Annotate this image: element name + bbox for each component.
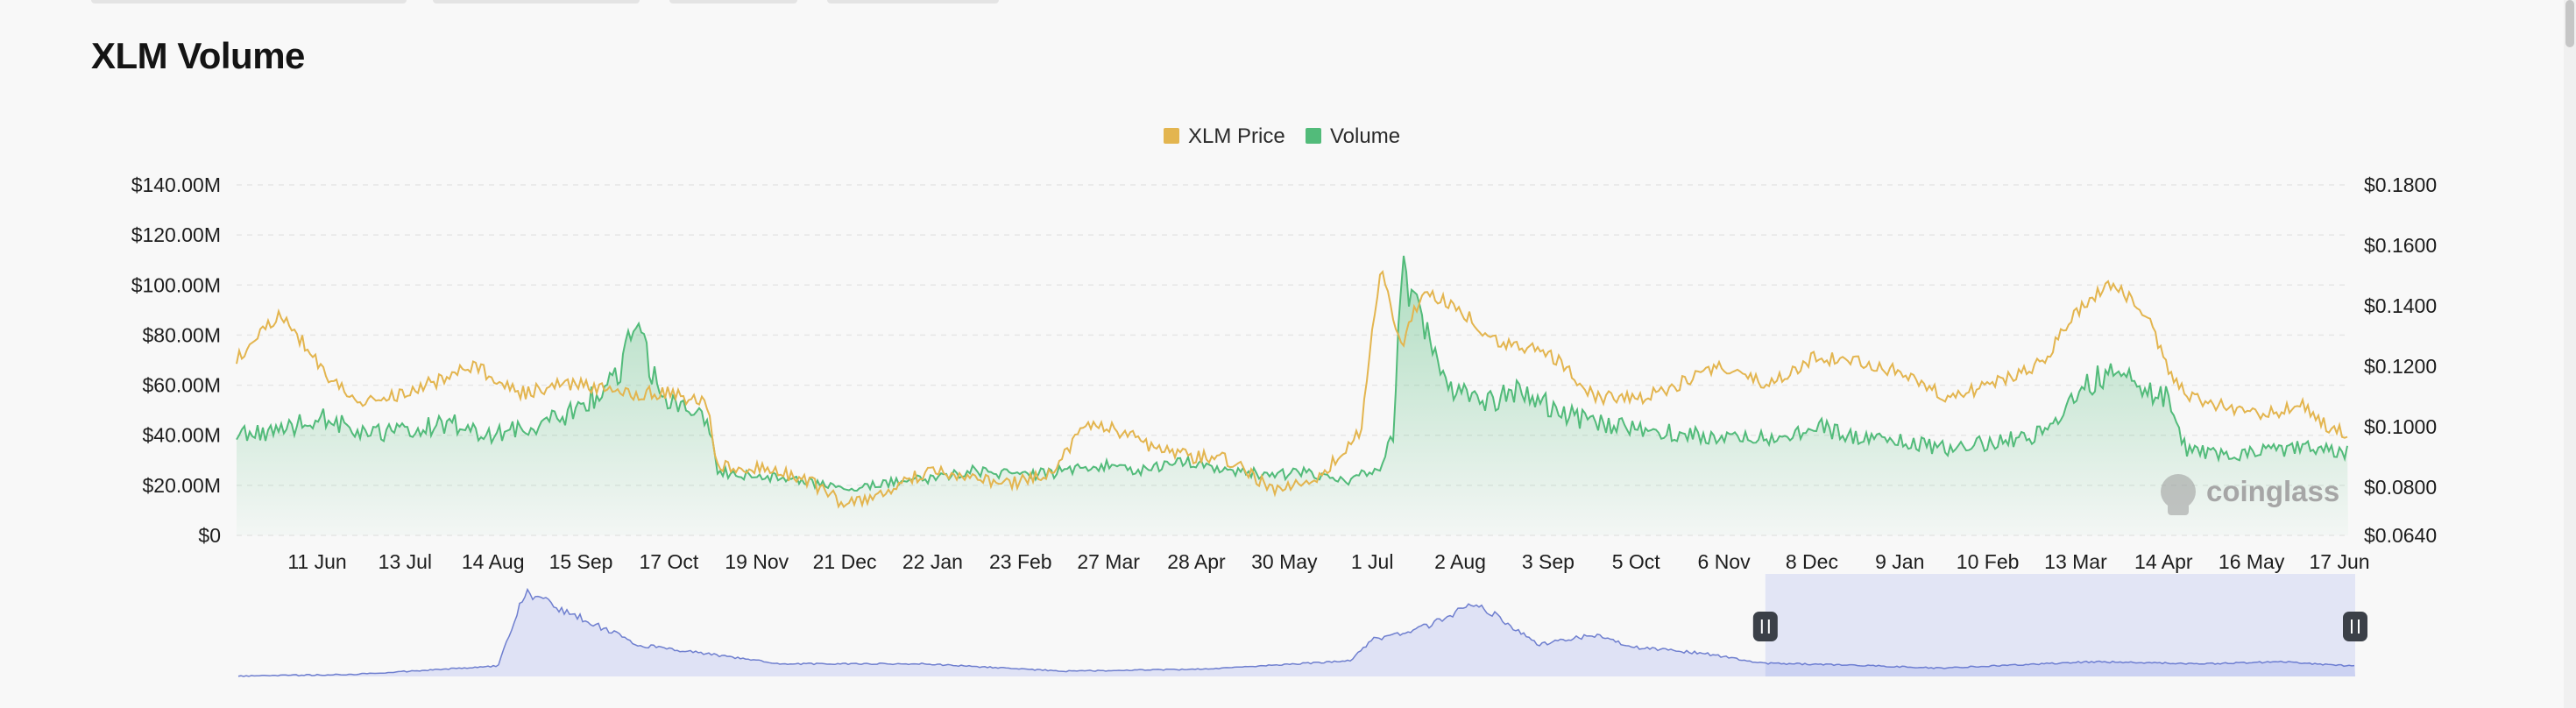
legend-item-xlm-price[interactable]: XLM Price xyxy=(1164,124,1285,148)
navigator-series-fill xyxy=(238,589,2355,676)
watermark-text: coinglass xyxy=(2206,475,2339,507)
legend-swatch xyxy=(1306,128,1321,144)
y-right-tick-label: $0.1800 xyxy=(2364,173,2437,196)
watermark-logo-head xyxy=(2161,474,2196,509)
watermark-logo-body xyxy=(2168,503,2189,515)
y-axis-right: $0.0640 $0.0800 $0.1000 $0.1200 $0.1400 $0.16… xyxy=(2364,173,2437,547)
y-right-tick-label: $0.1600 xyxy=(2364,234,2437,257)
series-area xyxy=(236,255,2348,535)
x-tick-label: 21 Dec xyxy=(813,550,877,573)
x-tick-label: 17 Jun xyxy=(2309,550,2369,573)
y-right-tick-label: $0.0640 xyxy=(2364,524,2437,547)
x-tick-label: 14 Apr xyxy=(2134,550,2193,573)
x-tick-label: 30 May xyxy=(1251,550,1318,573)
range-navigator[interactable] xyxy=(237,574,2367,677)
x-tick-label: 9 Jan xyxy=(1875,550,1924,573)
x-tick-label: 16 May xyxy=(2219,550,2285,573)
x-tick-label: 19 Nov xyxy=(725,550,789,573)
y-right-tick-label: $0.1400 xyxy=(2364,294,2437,317)
legend-label: Volume xyxy=(1330,124,1400,148)
price-series-line xyxy=(236,269,2348,509)
y-right-tick-label: $0.0800 xyxy=(2364,476,2437,499)
x-tick-label: 5 Oct xyxy=(1612,550,1661,573)
chart-legend[interactable]: XLM Price Volume xyxy=(1164,124,1400,148)
x-tick-label: 11 Jun xyxy=(287,550,346,573)
x-tick-label: 17 Oct xyxy=(640,550,699,573)
handle-body xyxy=(2343,612,2367,641)
x-tick-label: 8 Dec xyxy=(1786,550,1838,573)
navigator-series-line xyxy=(237,587,2355,677)
y-left-tick-label: $140.00M xyxy=(131,173,221,196)
top-tab-1[interactable] xyxy=(91,0,407,4)
y-left-tick-label: $40.00M xyxy=(142,424,221,447)
volume-series-line xyxy=(236,255,2348,492)
y-right-tick-label: $0.1000 xyxy=(2364,415,2437,438)
coinglass-logo-icon xyxy=(2161,474,2196,515)
x-tick-label: 2 Aug xyxy=(1434,550,1486,573)
x-tick-label: 13 Jul xyxy=(379,550,432,573)
y-left-tick-label: $0 xyxy=(198,524,221,547)
navigator-handle-left[interactable] xyxy=(1752,612,1778,641)
x-tick-label: 23 Feb xyxy=(989,550,1052,573)
y-left-tick-label: $60.00M xyxy=(142,374,221,397)
y-right-tick-label: $0.1200 xyxy=(2364,355,2437,378)
top-tab-2[interactable] xyxy=(433,0,640,4)
legend-item-volume[interactable]: Volume xyxy=(1306,124,1400,148)
top-tab-3[interactable] xyxy=(669,0,797,4)
x-tick-label: 22 Jan xyxy=(902,550,963,573)
y-left-tick-label: $20.00M xyxy=(142,474,221,497)
x-tick-label: 14 Aug xyxy=(462,550,525,573)
x-tick-label: 27 Mar xyxy=(1077,550,1140,573)
x-tick-label: 3 Sep xyxy=(1522,550,1575,573)
scrollbar-thumb[interactable] xyxy=(2565,0,2574,47)
x-tick-label: 6 Nov xyxy=(1698,550,1752,573)
watermark: coinglass xyxy=(2161,474,2339,515)
navigator-selected-range[interactable] xyxy=(1765,574,2355,676)
navigator-handle-right[interactable] xyxy=(2343,612,2367,641)
x-tick-label: 15 Sep xyxy=(549,550,613,573)
y-axis-left: $0 $20.00M $40.00M $60.00M $80.00M $100.00M $1… xyxy=(131,173,221,547)
page-title: XLM Volume xyxy=(91,35,305,76)
legend-label: XLM Price xyxy=(1188,124,1285,148)
y-left-tick-label: $120.00M xyxy=(131,223,221,246)
top-tab-4[interactable] xyxy=(827,0,999,4)
page-scrollbar[interactable] xyxy=(2564,0,2576,708)
y-left-tick-label: $100.00M xyxy=(131,273,221,296)
legend-swatch xyxy=(1164,128,1179,144)
y-left-tick-label: $80.00M xyxy=(142,323,221,346)
x-axis: 11 Jun 13 Jul 14 Aug 15 Sep 17 Oct 19 Nov 21 D… xyxy=(287,550,2369,573)
handle-body xyxy=(1752,612,1778,641)
volume-area-fill xyxy=(237,255,2348,535)
x-tick-label: 1 Jul xyxy=(1351,550,1394,573)
x-tick-label: 13 Mar xyxy=(2044,550,2107,573)
x-tick-label: 28 Apr xyxy=(1167,550,1226,573)
x-tick-label: 10 Feb xyxy=(1957,550,2020,573)
